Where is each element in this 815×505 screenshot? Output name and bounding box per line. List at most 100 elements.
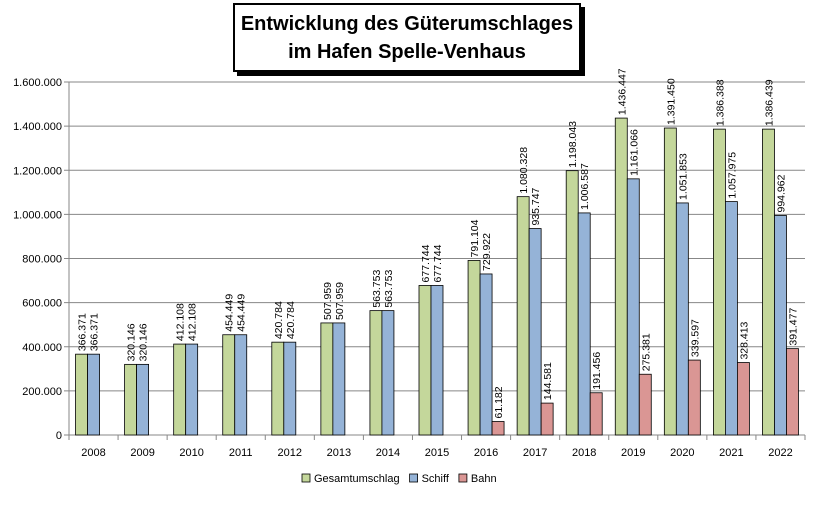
x-tick-label: 2017 — [523, 447, 547, 459]
legend-swatch-gesamtumschlag — [301, 473, 311, 483]
bar-schiff-2018 — [577, 212, 591, 436]
bar-gesamtumschlag-2018 — [565, 170, 579, 436]
y-tick-label: 200.000 — [22, 386, 62, 398]
data-label-schiff-2020: 1.051.853 — [677, 153, 689, 200]
y-tick-label: 1.000.000 — [13, 209, 62, 221]
y-tick-label: 400.000 — [22, 342, 62, 354]
bar-bahn-2021 — [737, 362, 750, 436]
bar-gesamtumschlag-2016 — [467, 260, 481, 436]
x-tick-label: 2016 — [474, 447, 498, 459]
y-tick-label: 1.400.000 — [13, 121, 62, 133]
y-tick-label: 800.000 — [22, 254, 62, 266]
bar-schiff-2015 — [430, 285, 444, 436]
data-label-gesamtumschlag-2020: 1.391.450 — [665, 78, 677, 125]
bar-gesamtumschlag-2014 — [369, 310, 383, 436]
data-label-bahn-2020: 339.597 — [689, 319, 701, 357]
data-label-schiff-2014: 563.753 — [383, 270, 395, 308]
legend: Gesamtumschlag Schiff Bahn — [301, 473, 497, 485]
data-label-schiff-2019: 1.161.066 — [628, 129, 640, 176]
x-tick-label: 2011 — [229, 447, 253, 459]
chart-title: Entwicklung des Güterumschlages im Hafen… — [233, 3, 581, 72]
legend-label-bahn: Bahn — [471, 473, 497, 485]
data-label-schiff-2009: 320.146 — [138, 323, 150, 361]
bar-schiff-2013 — [332, 322, 346, 436]
bar-gesamtumschlag-2017 — [516, 196, 530, 436]
bar-schiff-2022 — [774, 215, 787, 436]
bar-gesamtumschlag-2015 — [418, 285, 432, 436]
data-label-bahn-2021: 328.413 — [738, 321, 750, 359]
bar-schiff-2012 — [283, 341, 297, 436]
data-label-gesamtumschlag-2015: 677.744 — [420, 244, 432, 282]
bar-schiff-2014 — [381, 310, 395, 436]
bar-schiff-2011 — [234, 334, 248, 436]
bar-bahn-2019 — [638, 373, 652, 436]
x-tick-label: 2015 — [425, 447, 449, 459]
data-label-schiff-2010: 412.108 — [187, 303, 199, 341]
data-label-schiff-2018: 1.006.587 — [579, 163, 591, 210]
bar-schiff-2010 — [185, 343, 199, 436]
chart-title-line-2: im Hafen Spelle-Venhaus — [288, 40, 526, 63]
bar-bahn-2016 — [491, 421, 505, 436]
x-tick-label: 2019 — [621, 447, 645, 459]
data-label-bahn-2018: 191.456 — [591, 352, 603, 390]
axes: 0 200.000 400.000 600.000 800.000 1.000.000 1.… — [13, 77, 806, 459]
bar-gesamtumschlag-2012 — [271, 341, 285, 436]
legend-label-schiff: Schiff — [422, 473, 450, 485]
x-tick-label: 2010 — [179, 447, 203, 459]
bar-schiff-2019 — [626, 178, 640, 436]
x-tick-label: 2022 — [768, 447, 792, 459]
data-label-gesamtumschlag-2014: 563.753 — [371, 270, 383, 308]
legend-label-gesamtumschlag: Gesamtumschlag — [314, 473, 400, 485]
bar-gesamtumschlag-2009 — [124, 363, 137, 436]
x-tick-label: 2013 — [327, 447, 351, 459]
bar-gesamtumschlag-2008 — [75, 353, 88, 436]
data-label-gesamtumschlag-2012: 420.784 — [273, 301, 285, 339]
chart-title-line-1: Entwicklung des Güterumschlages — [240, 12, 574, 35]
data-label-schiff-2011: 454.449 — [236, 294, 248, 332]
bar-gesamtumschlag-2011 — [222, 334, 236, 436]
x-tick-label: 2012 — [278, 447, 302, 459]
data-label-gesamtumschlag-2021: 1.386.388 — [714, 79, 726, 126]
x-tick-label: 2021 — [719, 447, 743, 459]
bar-schiff-2008 — [87, 353, 100, 436]
data-label-schiff-2016: 729.922 — [481, 233, 493, 271]
data-label-schiff-2021: 1.057.975 — [726, 152, 738, 199]
bar-gesamtumschlag-2020 — [663, 127, 677, 436]
bar-gesamtumschlag-2021 — [713, 128, 726, 436]
data-label-gesamtumschlag-2008: 366.371 — [77, 313, 89, 351]
data-label-gesamtumschlag-2022: 1.386.439 — [763, 79, 775, 126]
bar-schiff-2017 — [528, 228, 542, 436]
data-label-schiff-2013: 507.959 — [334, 282, 346, 320]
data-label-schiff-2022: 994.962 — [775, 174, 787, 212]
y-tick-label: 600.000 — [22, 298, 62, 310]
x-tick-label: 2020 — [670, 447, 694, 459]
x-tick-label: 2014 — [376, 447, 400, 459]
bar-schiff-2016 — [479, 273, 493, 436]
y-tick-label: 1.200.000 — [13, 165, 62, 177]
x-tick-label: 2009 — [130, 447, 154, 459]
data-label-gesamtumschlag-2017: 1.080.328 — [518, 147, 530, 194]
bar-gesamtumschlag-2010 — [173, 343, 187, 436]
bar-bahn-2017 — [540, 402, 554, 436]
data-label-gesamtumschlag-2009: 320.146 — [126, 323, 138, 361]
data-label-bahn-2017: 144.581 — [542, 362, 554, 400]
bar-gesamtumschlag-2022 — [762, 128, 775, 436]
data-label-bahn-2016: 61.182 — [493, 386, 505, 418]
bar-schiff-2009 — [136, 363, 150, 436]
data-label-schiff-2017: 935.747 — [530, 187, 542, 225]
y-tick-label: 1.600.000 — [13, 77, 62, 89]
data-label-gesamtumschlag-2016: 791.104 — [469, 219, 481, 257]
data-label-gesamtumschlag-2010: 412.108 — [175, 303, 187, 341]
data-labels: 366.371 366.371 320.146 320.146 412.108 412.1… — [77, 68, 800, 418]
bar-schiff-2020 — [675, 202, 689, 436]
x-tick-label: 2018 — [572, 447, 596, 459]
y-tick-label: 0 — [56, 430, 62, 442]
data-label-schiff-2008: 366.371 — [89, 313, 101, 351]
bar-schiff-2021 — [725, 201, 738, 436]
legend-swatch-schiff — [409, 473, 418, 483]
data-label-bahn-2019: 275.381 — [640, 333, 652, 371]
bars — [75, 117, 799, 436]
legend-swatch-bahn — [458, 473, 468, 483]
